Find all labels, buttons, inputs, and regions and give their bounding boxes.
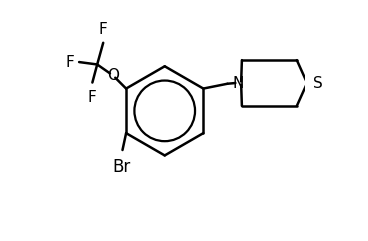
Text: S: S xyxy=(313,75,323,91)
Text: O: O xyxy=(107,68,119,83)
Text: Br: Br xyxy=(112,159,130,176)
Text: F: F xyxy=(99,22,107,37)
Text: N: N xyxy=(233,75,244,91)
Text: F: F xyxy=(66,54,74,70)
Text: F: F xyxy=(88,90,97,105)
